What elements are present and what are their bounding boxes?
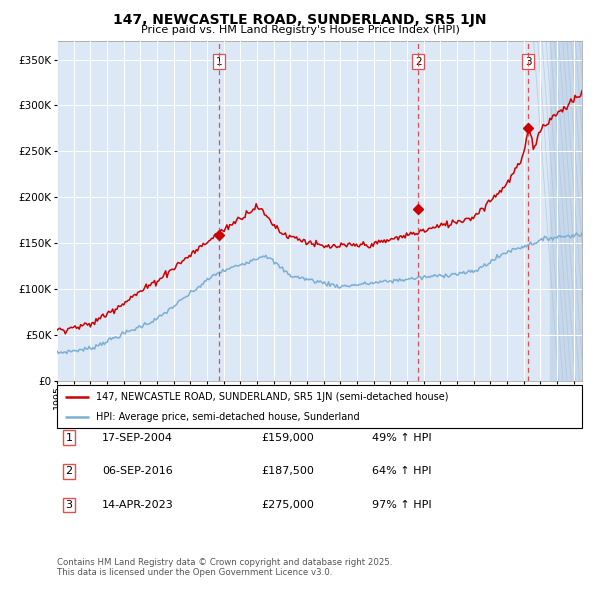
Text: 64% ↑ HPI: 64% ↑ HPI xyxy=(372,467,431,476)
Text: 1: 1 xyxy=(215,57,222,67)
Text: 3: 3 xyxy=(525,57,532,67)
Text: £275,000: £275,000 xyxy=(261,500,314,510)
Text: 97% ↑ HPI: 97% ↑ HPI xyxy=(372,500,431,510)
Text: HPI: Average price, semi-detached house, Sunderland: HPI: Average price, semi-detached house,… xyxy=(97,412,360,422)
Text: 147, NEWCASTLE ROAD, SUNDERLAND, SR5 1JN: 147, NEWCASTLE ROAD, SUNDERLAND, SR5 1JN xyxy=(113,13,487,27)
Text: £187,500: £187,500 xyxy=(261,467,314,476)
Text: 2: 2 xyxy=(415,57,422,67)
Text: Price paid vs. HM Land Registry's House Price Index (HPI): Price paid vs. HM Land Registry's House … xyxy=(140,25,460,35)
Text: 2: 2 xyxy=(65,467,73,476)
Text: 49% ↑ HPI: 49% ↑ HPI xyxy=(372,433,431,442)
Text: 147, NEWCASTLE ROAD, SUNDERLAND, SR5 1JN (semi-detached house): 147, NEWCASTLE ROAD, SUNDERLAND, SR5 1JN… xyxy=(97,392,449,402)
Text: £159,000: £159,000 xyxy=(261,433,314,442)
Text: Contains HM Land Registry data © Crown copyright and database right 2025.
This d: Contains HM Land Registry data © Crown c… xyxy=(57,558,392,577)
Text: 06-SEP-2016: 06-SEP-2016 xyxy=(102,467,173,476)
FancyBboxPatch shape xyxy=(57,385,582,428)
Text: 3: 3 xyxy=(65,500,73,510)
Text: 14-APR-2023: 14-APR-2023 xyxy=(102,500,174,510)
Text: 17-SEP-2004: 17-SEP-2004 xyxy=(102,433,173,442)
Text: 1: 1 xyxy=(65,433,73,442)
Bar xyxy=(550,41,599,381)
